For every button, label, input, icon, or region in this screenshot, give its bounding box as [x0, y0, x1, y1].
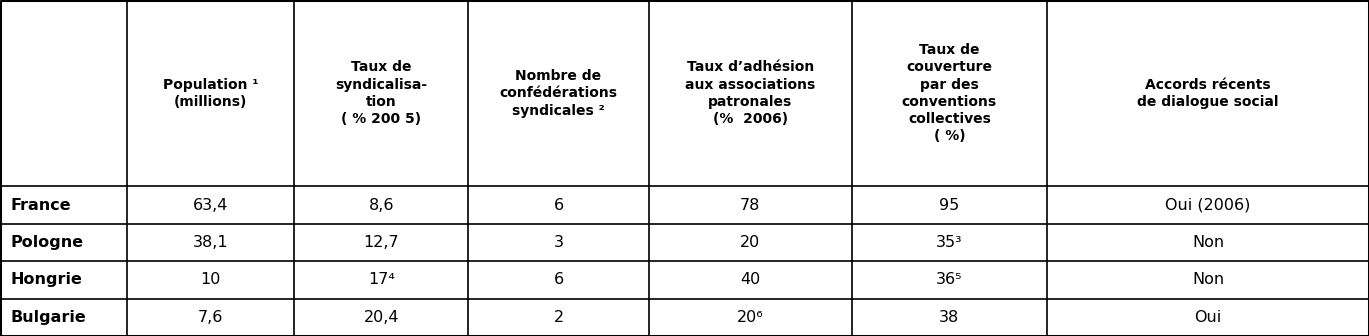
- Text: Non: Non: [1192, 272, 1224, 287]
- Text: 63,4: 63,4: [193, 198, 229, 213]
- Text: 6: 6: [553, 272, 564, 287]
- Text: 10: 10: [201, 272, 220, 287]
- Text: Nombre de
confédérations
syndicales ²: Nombre de confédérations syndicales ²: [500, 69, 617, 118]
- Text: 35³: 35³: [936, 235, 962, 250]
- Text: Taux de
couverture
par des
conventions
collectives
( %): Taux de couverture par des conventions c…: [902, 43, 997, 143]
- Text: Accords récents
de dialogue social: Accords récents de dialogue social: [1138, 78, 1279, 109]
- Text: 78: 78: [741, 198, 760, 213]
- Text: 12,7: 12,7: [363, 235, 400, 250]
- Text: Oui: Oui: [1195, 310, 1221, 325]
- Text: Population ¹
(millions): Population ¹ (millions): [163, 78, 259, 109]
- Text: 3: 3: [553, 235, 564, 250]
- Text: 2: 2: [553, 310, 564, 325]
- Text: Hongrie: Hongrie: [11, 272, 84, 287]
- Text: Taux de
syndicalisa-
tion
( % 200 5): Taux de syndicalisa- tion ( % 200 5): [335, 60, 427, 126]
- Text: 6: 6: [553, 198, 564, 213]
- Text: Bulgarie: Bulgarie: [11, 310, 86, 325]
- Text: 40: 40: [741, 272, 760, 287]
- Text: 8,6: 8,6: [368, 198, 394, 213]
- Text: 17⁴: 17⁴: [368, 272, 394, 287]
- Text: 38: 38: [939, 310, 960, 325]
- Text: Taux d’adhésion
aux associations
patronales
(%  2006): Taux d’adhésion aux associations patrona…: [684, 60, 816, 126]
- Text: 20⁶: 20⁶: [737, 310, 764, 325]
- Text: 95: 95: [939, 198, 960, 213]
- Text: 36⁵: 36⁵: [936, 272, 962, 287]
- Text: Pologne: Pologne: [11, 235, 84, 250]
- Text: France: France: [11, 198, 71, 213]
- Text: 38,1: 38,1: [193, 235, 229, 250]
- Text: 20,4: 20,4: [364, 310, 398, 325]
- Text: 20: 20: [741, 235, 760, 250]
- Text: Oui (2006): Oui (2006): [1165, 198, 1251, 213]
- Text: 7,6: 7,6: [199, 310, 223, 325]
- Text: Non: Non: [1192, 235, 1224, 250]
